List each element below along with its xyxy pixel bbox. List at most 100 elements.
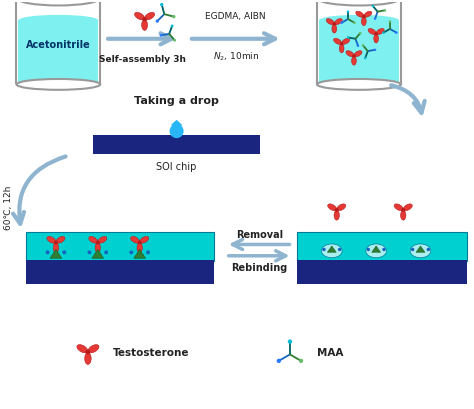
Circle shape (333, 23, 336, 27)
Ellipse shape (328, 204, 337, 211)
Ellipse shape (319, 16, 399, 27)
Ellipse shape (326, 20, 334, 25)
Circle shape (382, 32, 385, 35)
Circle shape (338, 248, 341, 252)
Bar (317, 0, 401, 85)
Ellipse shape (332, 25, 337, 34)
Bar (17, 0, 100, 85)
Circle shape (155, 20, 159, 24)
Ellipse shape (85, 353, 91, 364)
Ellipse shape (342, 39, 350, 45)
Ellipse shape (95, 243, 100, 253)
Ellipse shape (145, 13, 155, 21)
Ellipse shape (142, 20, 147, 31)
Circle shape (104, 251, 108, 255)
Circle shape (87, 251, 91, 255)
Circle shape (411, 248, 414, 252)
Ellipse shape (89, 237, 98, 244)
Ellipse shape (394, 204, 403, 211)
Circle shape (382, 248, 386, 252)
Text: $N_2$, 10min: $N_2$, 10min (212, 51, 259, 63)
Circle shape (427, 248, 430, 252)
Ellipse shape (339, 45, 344, 54)
Polygon shape (328, 246, 336, 253)
Text: 60℃, 12h: 60℃, 12h (4, 185, 13, 229)
Circle shape (62, 251, 66, 255)
Ellipse shape (98, 237, 107, 244)
Circle shape (395, 32, 398, 35)
Ellipse shape (88, 345, 99, 353)
Circle shape (340, 22, 343, 25)
Bar (27, 233, 214, 261)
Polygon shape (416, 246, 425, 253)
Ellipse shape (140, 237, 149, 244)
Ellipse shape (364, 12, 372, 18)
Ellipse shape (18, 16, 98, 27)
Bar (27, 261, 214, 284)
Bar (297, 261, 467, 284)
Ellipse shape (352, 57, 356, 66)
Polygon shape (92, 250, 104, 258)
Circle shape (96, 241, 100, 245)
Ellipse shape (317, 80, 401, 91)
Circle shape (372, 6, 374, 8)
Circle shape (46, 251, 49, 255)
Ellipse shape (354, 52, 362, 58)
Ellipse shape (362, 18, 366, 27)
Circle shape (362, 16, 365, 19)
Text: EGDMA, AIBN: EGDMA, AIBN (205, 12, 266, 21)
Circle shape (172, 16, 175, 19)
Ellipse shape (337, 204, 346, 211)
Circle shape (288, 339, 292, 344)
Circle shape (366, 248, 370, 252)
Circle shape (173, 40, 176, 43)
Circle shape (160, 4, 164, 7)
Ellipse shape (335, 20, 342, 25)
Circle shape (142, 18, 147, 22)
Circle shape (353, 22, 356, 25)
Bar (297, 233, 467, 261)
Polygon shape (372, 246, 381, 253)
Ellipse shape (366, 244, 386, 258)
Ellipse shape (410, 244, 431, 258)
Text: Rebinding: Rebinding (231, 263, 288, 272)
Ellipse shape (321, 244, 342, 258)
Text: Testosterone: Testosterone (112, 347, 189, 357)
Ellipse shape (17, 0, 100, 7)
Bar (319, 21, 399, 83)
Circle shape (352, 55, 356, 58)
Circle shape (347, 37, 349, 40)
Text: Removal: Removal (236, 229, 283, 239)
Polygon shape (134, 250, 146, 258)
Text: Acetonitrile: Acetonitrile (26, 40, 91, 49)
Ellipse shape (53, 243, 59, 253)
Text: MAA: MAA (317, 347, 343, 357)
Circle shape (138, 241, 142, 245)
Circle shape (146, 251, 150, 255)
Ellipse shape (374, 35, 379, 44)
Circle shape (322, 248, 326, 252)
Ellipse shape (47, 237, 56, 244)
FancyArrowPatch shape (13, 157, 65, 224)
Ellipse shape (368, 29, 376, 35)
Circle shape (401, 209, 405, 212)
Ellipse shape (334, 211, 339, 220)
Circle shape (54, 241, 58, 245)
Circle shape (383, 10, 386, 13)
Polygon shape (172, 121, 182, 126)
Ellipse shape (334, 39, 341, 45)
Ellipse shape (356, 12, 364, 18)
Circle shape (364, 58, 366, 60)
Ellipse shape (346, 52, 354, 58)
Circle shape (277, 359, 281, 363)
Circle shape (129, 251, 133, 255)
Circle shape (362, 45, 365, 47)
Ellipse shape (17, 80, 100, 91)
Bar (18, 21, 98, 83)
Ellipse shape (403, 204, 412, 211)
Circle shape (374, 49, 376, 52)
Bar (93, 136, 260, 154)
Ellipse shape (317, 0, 401, 7)
Ellipse shape (56, 237, 65, 244)
Circle shape (374, 18, 376, 21)
